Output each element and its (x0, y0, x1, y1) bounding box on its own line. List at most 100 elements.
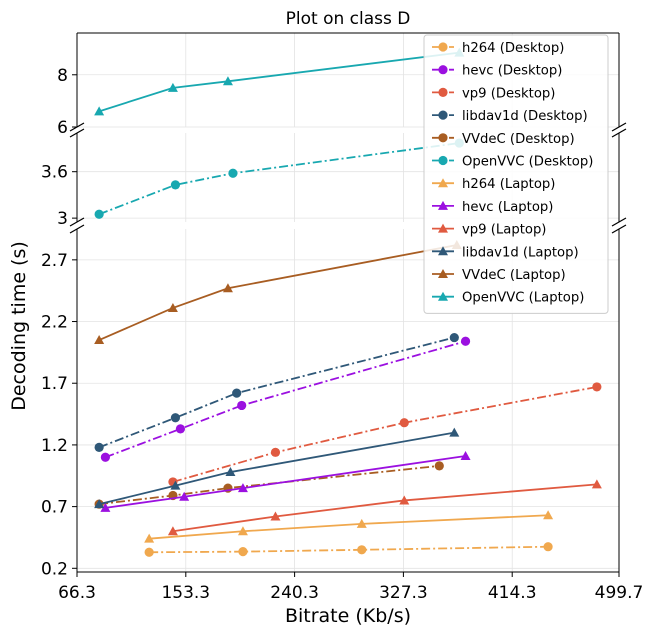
data-point (179, 491, 190, 501)
x-tick-label: 327.3 (379, 583, 428, 603)
axis-break-mark (69, 122, 85, 132)
legend-item: OpenVVC (Desktop) (432, 155, 593, 170)
legend-label: libdav1d (Laptop) (462, 245, 579, 260)
y-tick-label: 1.7 (41, 374, 68, 394)
data-point (94, 442, 104, 452)
data-point (167, 82, 178, 92)
data-point (170, 413, 181, 423)
data-point (449, 427, 460, 437)
data-point (100, 502, 111, 512)
legend-label: h264 (Desktop) (462, 41, 564, 56)
data-point (167, 302, 178, 312)
legend-marker (438, 246, 448, 256)
data-point (94, 499, 105, 509)
legend-label: VVdeC (Desktop) (462, 132, 575, 147)
series-vvdec-laptop (94, 240, 462, 345)
series-line (98, 336, 455, 449)
data-point (237, 400, 247, 411)
legend-item: vp9 (Laptop) (432, 223, 546, 238)
series-openvvc-desktop (94, 138, 464, 219)
series-line (149, 545, 549, 554)
legend-label: OpenVVC (Laptop) (462, 291, 584, 306)
series-libdav1d-desktop (94, 332, 459, 452)
axis-break-mark (611, 128, 627, 138)
legend-marker (438, 269, 448, 278)
tick-labels: 6 8 3 3.6 0.2 0.7 1.2 1.7 2.2 2.7 66.3 153.3 240.3 32… (41, 66, 643, 603)
series-line (99, 464, 440, 506)
legend-item: hevc (Laptop) (432, 200, 553, 215)
data-point (592, 382, 602, 392)
legend-marker (438, 223, 448, 233)
data-point (167, 526, 178, 536)
legend-label: OpenVVC (Desktop) (462, 155, 593, 170)
axis-break-mark (611, 217, 627, 227)
legend-label: vp9 (Desktop) (462, 86, 555, 101)
series-line (98, 431, 455, 506)
data-point (222, 283, 233, 293)
data-point (144, 533, 155, 543)
series-line (105, 340, 466, 459)
legend-item: VVdeC (Desktop) (432, 132, 575, 147)
data-point (228, 168, 238, 178)
data-point (357, 545, 367, 555)
axis-break-mark (69, 224, 85, 234)
data-point (449, 332, 459, 343)
data-point (270, 511, 281, 521)
series-line (98, 142, 460, 216)
axis-break-mark (611, 122, 627, 132)
y-tick-label: 2.2 (41, 313, 68, 333)
y-tick-label: 0.7 (41, 498, 68, 518)
series-vp9-laptop (167, 479, 602, 536)
series-line (172, 483, 597, 533)
legend-item: libdav1d (Laptop) (432, 245, 579, 260)
data-point (94, 106, 105, 116)
y-tick-label: 3.6 (41, 163, 68, 183)
legend-marker (438, 291, 448, 301)
legend-item: hevc (Desktop) (432, 64, 562, 79)
legend-label: hevc (Desktop) (462, 64, 562, 79)
data-point (270, 447, 281, 457)
legend-marker (438, 110, 448, 120)
x-tick-label: 414.3 (488, 583, 537, 603)
legend: h264 (Desktop) hevc (Desktop) vp9 (Desktop… (423, 34, 609, 314)
series-libdav1d-laptop (94, 427, 460, 509)
legend-marker (438, 87, 448, 97)
y-axis-label: Decoding time (s) (8, 241, 30, 411)
data-point (225, 467, 236, 477)
data-point (232, 388, 242, 398)
chart-title: Plot on class D (286, 9, 411, 29)
data-point (434, 461, 444, 471)
data-point (399, 418, 409, 428)
legend-frame (423, 34, 609, 314)
data-point (356, 518, 367, 528)
data-point (144, 547, 154, 557)
series-h264-laptop (144, 510, 554, 543)
data-point (237, 483, 248, 493)
data-point (222, 76, 233, 86)
data-point (460, 336, 471, 346)
legend-marker (438, 42, 448, 52)
data-point (237, 526, 248, 536)
legend-marker (438, 65, 448, 75)
y-tick-label: 8 (57, 66, 68, 86)
series-hevc-desktop (100, 336, 471, 462)
legend-label: h264 (Laptop) (462, 177, 555, 192)
series-line (149, 514, 549, 540)
data-point (591, 479, 602, 489)
data-point (543, 542, 553, 552)
legend-item: OpenVVC (Laptop) (432, 291, 584, 306)
legend-item: h264 (Laptop) (432, 177, 555, 192)
series-line (172, 386, 598, 483)
data-point (94, 335, 105, 345)
legend-label: hevc (Laptop) (462, 200, 553, 215)
legend-item: vp9 (Desktop) (432, 86, 555, 101)
legend-marker (438, 178, 448, 188)
axis-break-mark (611, 224, 627, 234)
legend-marker (438, 133, 448, 143)
data-point (543, 510, 554, 520)
series-layer (94, 47, 602, 557)
legend-label: VVdeC (Laptop) (462, 268, 566, 283)
legend-marker (438, 155, 448, 166)
legend-marker (438, 200, 448, 210)
